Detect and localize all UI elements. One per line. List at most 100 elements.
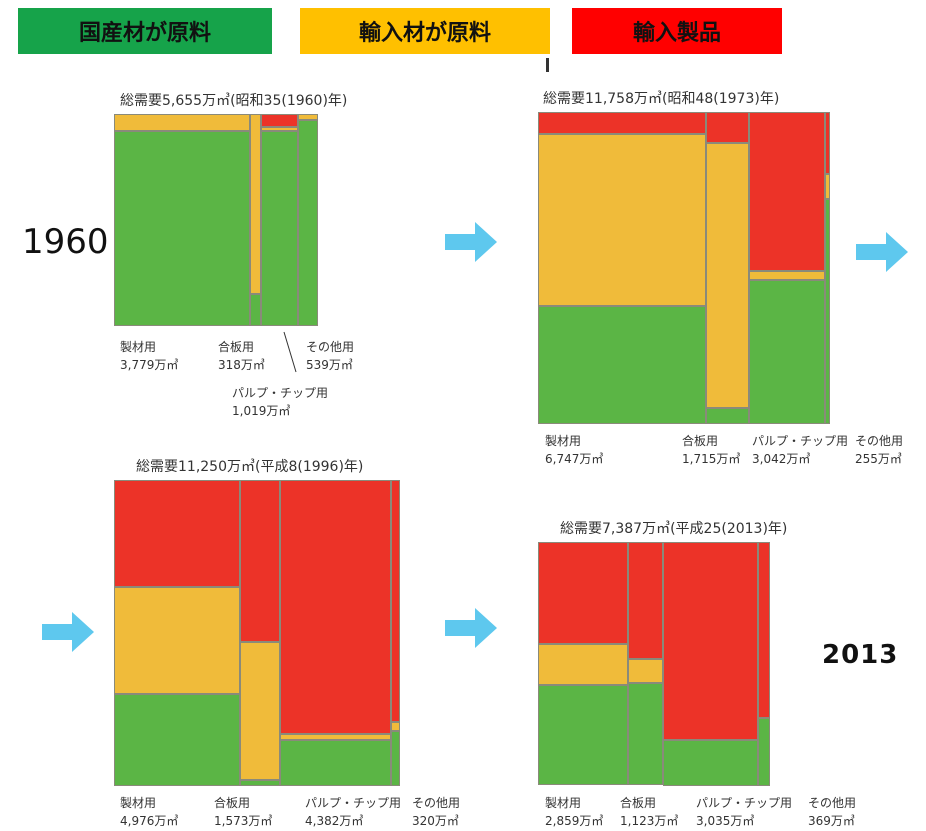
legend-domestic-label: 国産材が原料 <box>78 21 211 46</box>
category-name: その他用 <box>306 340 355 354</box>
category-label: パルプ・チップ用 3,042万㎥ <box>752 432 848 468</box>
treemap-cell-imported-product <box>538 112 706 134</box>
treemap-cell-domestic <box>114 131 250 326</box>
category-label: パルプ・チップ用 1,019万㎥ <box>232 384 328 420</box>
category-value: 1,573万㎥ <box>214 814 273 828</box>
treemap-cell-imported-material <box>538 644 628 685</box>
arrow-right-icon <box>445 222 497 262</box>
legend-imported-material: 輸入材が原料 <box>300 8 550 54</box>
treemap-cell-imported-material <box>250 114 261 294</box>
leader-line <box>283 331 297 373</box>
treemap-cell-imported-material <box>261 127 298 131</box>
treemap-cell-domestic <box>758 718 770 786</box>
treemap-1996 <box>114 480 400 786</box>
treemap-cell-imported-product <box>391 480 400 722</box>
treemap-cell-imported-product <box>706 112 749 143</box>
category-name: 製材用 <box>120 796 157 810</box>
treemap-cell-imported-product <box>663 542 758 740</box>
treemap-cell-imported-material <box>706 143 749 408</box>
category-label: 製材用 2,859万㎥ <box>545 794 603 830</box>
category-name: その他用 <box>412 796 461 810</box>
arrow-right-icon <box>42 612 94 652</box>
treemap-cell-domestic <box>261 131 298 326</box>
category-name: その他用 <box>855 434 904 448</box>
chart-1960-title: 総需要5,655万㎥(昭和35(1960)年) <box>120 93 348 109</box>
treemap-cell-domestic <box>825 199 830 424</box>
treemap-cell-imported-product <box>114 480 240 587</box>
category-value: 318万㎥ <box>218 358 265 372</box>
treemap-cell-imported-material <box>391 722 400 731</box>
treemap-1973 <box>538 112 830 424</box>
treemap-cell-imported-material <box>825 174 830 199</box>
category-label: パルプ・チップ用 4,382万㎥ <box>305 794 401 830</box>
treemap-cell-imported-product <box>749 112 825 271</box>
treemap-cell-domestic <box>706 408 749 424</box>
category-value: 3,042万㎥ <box>752 452 811 466</box>
category-label: その他用 255万㎥ <box>855 432 903 468</box>
chart-1973-title: 総需要11,758万㎥(昭和48(1973)年) <box>543 91 780 107</box>
treemap-cell-domestic <box>298 120 318 326</box>
category-label: 合板用 318万㎥ <box>218 338 265 374</box>
category-label: 合板用 1,573万㎥ <box>214 794 272 830</box>
treemap-cell-imported-product <box>538 542 628 644</box>
legend-domestic: 国産材が原料 <box>18 8 272 54</box>
category-name: 合板用 <box>682 434 719 448</box>
legend-imported-material-label: 輸入材が原料 <box>358 21 491 46</box>
treemap-cell-domestic <box>749 280 825 424</box>
category-name: 製材用 <box>545 434 582 448</box>
category-value: 4,382万㎥ <box>305 814 364 828</box>
category-value: 1,715万㎥ <box>682 452 741 466</box>
category-name: パルプ・チップ用 <box>696 796 793 810</box>
treemap-cell-imported-product <box>261 114 298 127</box>
treemap-cell-domestic <box>250 294 261 326</box>
category-label: その他用 320万㎥ <box>412 794 460 830</box>
category-value: 1,019万㎥ <box>232 404 291 418</box>
legend-imported-product: 輸入製品 <box>572 8 782 54</box>
category-label: その他用 369万㎥ <box>808 794 856 830</box>
category-label: 製材用 3,779万㎥ <box>120 338 178 374</box>
treemap-cell-imported-material <box>114 114 250 131</box>
treemap-cell-imported-product <box>240 480 280 642</box>
treemap-cell-domestic <box>280 740 391 786</box>
treemap-1960 <box>114 114 318 326</box>
category-name: 合板用 <box>620 796 657 810</box>
treemap-cell-domestic <box>114 694 240 786</box>
chart-1996-title: 総需要11,250万㎥(平成8(1996)年) <box>136 459 364 475</box>
treemap-cell-imported-material <box>114 587 240 694</box>
category-value: 320万㎥ <box>412 814 459 828</box>
category-label: その他用 539万㎥ <box>306 338 354 374</box>
category-name: パルプ・チップ用 <box>752 434 849 448</box>
end-year-label: 2013 <box>822 640 899 670</box>
legend-imported-product-label: 輸入製品 <box>632 21 721 46</box>
category-name: 製材用 <box>120 340 157 354</box>
category-name: パルプ・チップ用 <box>232 386 329 400</box>
category-value: 4,976万㎥ <box>120 814 179 828</box>
category-name: 合板用 <box>218 340 255 354</box>
category-value: 2,859万㎥ <box>545 814 604 828</box>
category-label: 製材用 4,976万㎥ <box>120 794 178 830</box>
treemap-cell-imported-material <box>749 271 825 280</box>
treemap-cell-imported-product <box>280 480 391 734</box>
category-name: 製材用 <box>545 796 582 810</box>
divider-tick <box>546 58 549 72</box>
category-value: 255万㎥ <box>855 452 902 466</box>
category-value: 369万㎥ <box>808 814 855 828</box>
category-value: 1,123万㎥ <box>620 814 679 828</box>
treemap-cell-imported-product <box>825 112 830 174</box>
arrow-right-icon <box>856 232 908 272</box>
category-label: パルプ・チップ用 3,035万㎥ <box>696 794 792 830</box>
category-value: 539万㎥ <box>306 358 353 372</box>
treemap-cell-domestic <box>663 740 758 786</box>
chart-2013-title: 総需要7,387万㎥(平成25(2013)年) <box>560 521 788 537</box>
treemap-cell-domestic <box>538 685 628 785</box>
treemap-cell-imported-material <box>280 734 391 740</box>
category-name: その他用 <box>808 796 857 810</box>
treemap-cell-domestic <box>240 780 280 786</box>
treemap-cell-imported-material <box>298 114 318 120</box>
category-name: 合板用 <box>214 796 251 810</box>
treemap-cell-imported-product <box>628 542 663 659</box>
treemap-cell-domestic <box>628 683 663 785</box>
category-value: 3,779万㎥ <box>120 358 179 372</box>
category-value: 3,035万㎥ <box>696 814 755 828</box>
treemap-cell-imported-material <box>240 642 280 780</box>
